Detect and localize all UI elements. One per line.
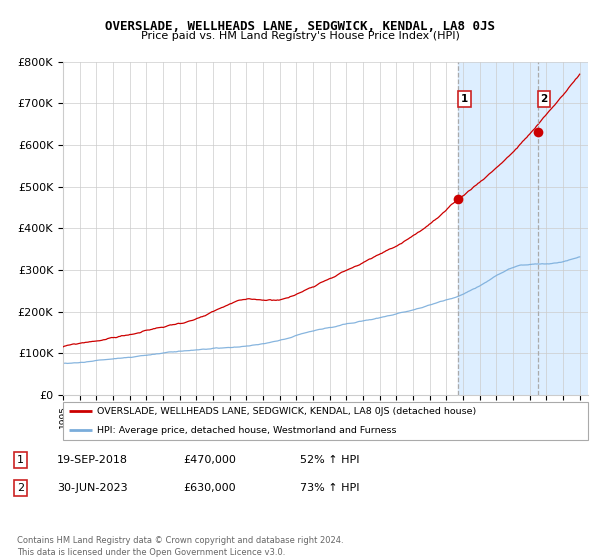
Bar xyxy=(458,62,596,395)
Text: Price paid vs. HM Land Registry's House Price Index (HPI): Price paid vs. HM Land Registry's House … xyxy=(140,31,460,41)
Text: 2: 2 xyxy=(17,483,24,493)
FancyBboxPatch shape xyxy=(63,402,588,440)
Text: £470,000: £470,000 xyxy=(183,455,236,465)
Text: 30-JUN-2023: 30-JUN-2023 xyxy=(57,483,128,493)
Text: Contains HM Land Registry data © Crown copyright and database right 2024.
This d: Contains HM Land Registry data © Crown c… xyxy=(17,536,343,557)
Text: 19-SEP-2018: 19-SEP-2018 xyxy=(57,455,128,465)
Text: 1: 1 xyxy=(17,455,24,465)
Text: OVERSLADE, WELLHEADS LANE, SEDGWICK, KENDAL, LA8 0JS (detached house): OVERSLADE, WELLHEADS LANE, SEDGWICK, KEN… xyxy=(97,407,476,416)
Text: 73% ↑ HPI: 73% ↑ HPI xyxy=(300,483,359,493)
Text: HPI: Average price, detached house, Westmorland and Furness: HPI: Average price, detached house, West… xyxy=(97,426,397,435)
Text: 52% ↑ HPI: 52% ↑ HPI xyxy=(300,455,359,465)
Text: 1: 1 xyxy=(461,94,468,104)
Text: 2: 2 xyxy=(541,94,548,104)
Text: OVERSLADE, WELLHEADS LANE, SEDGWICK, KENDAL, LA8 0JS: OVERSLADE, WELLHEADS LANE, SEDGWICK, KEN… xyxy=(105,20,495,32)
Text: £630,000: £630,000 xyxy=(183,483,236,493)
